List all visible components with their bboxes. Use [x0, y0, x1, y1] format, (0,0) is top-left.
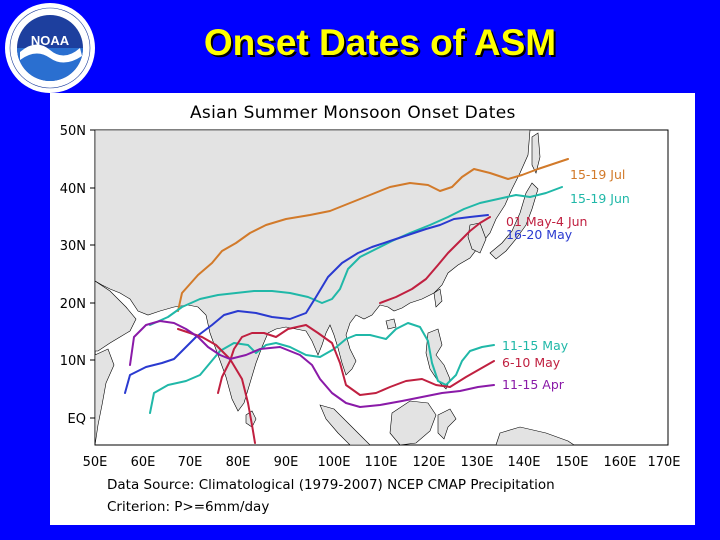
isochrone-label: 6-10 May — [502, 355, 561, 370]
lon-label: 130E — [460, 455, 493, 470]
isochrone-line — [379, 216, 491, 304]
map-panel: Asian Summer Monsoon Onset Dates — [50, 93, 695, 525]
isochrone-line — [149, 186, 563, 326]
logo-text: NOAA — [31, 33, 70, 48]
land-borneo — [389, 400, 437, 446]
axis-ticks — [90, 129, 95, 419]
lon-label: 90E — [274, 455, 299, 470]
land-sumatra — [319, 404, 371, 446]
isochrone-line — [177, 158, 569, 312]
lon-label: 160E — [603, 455, 636, 470]
isochrone-label: 01 May-4 Jun — [506, 214, 587, 229]
land-japan — [489, 182, 539, 260]
land-asia — [94, 129, 531, 412]
lat-label: 20N — [60, 297, 86, 312]
lat-label: 50N — [60, 124, 86, 139]
land-hainan — [385, 318, 397, 330]
lon-label: 100E — [317, 455, 350, 470]
land-sulawesi — [437, 408, 457, 440]
lat-label: 30N — [60, 239, 86, 254]
land-sakhalin — [531, 132, 541, 174]
criterion-note: Criterion: P>=6mm/day — [107, 499, 270, 515]
land-arabia — [94, 280, 137, 352]
lon-label: 60E — [131, 455, 156, 470]
lon-label: 170E — [647, 455, 680, 470]
data-source-note: Data Source: Climatological (1979-2007) … — [107, 477, 555, 493]
isochrone-line — [149, 322, 495, 414]
lon-label: 150E — [555, 455, 588, 470]
slide-title: Onset Dates of ASM — [203, 22, 557, 63]
lat-label: 10N — [60, 354, 86, 369]
isochrone-label: 11-15 Apr — [502, 377, 565, 392]
land-africa — [94, 348, 115, 446]
lat-label: EQ — [68, 412, 86, 427]
land-masses — [94, 129, 575, 446]
lon-label: 110E — [364, 455, 397, 470]
lon-label: 120E — [412, 455, 445, 470]
map-title: Asian Summer Monsoon Onset Dates — [190, 103, 516, 123]
isochrone-label: 15-19 Jun — [570, 191, 630, 206]
land-taiwan — [433, 288, 443, 308]
isochrone-line — [129, 320, 495, 408]
isochrone-line — [124, 214, 489, 394]
lon-label: 50E — [83, 455, 108, 470]
isochrone-line — [217, 324, 495, 396]
lon-label: 70E — [178, 455, 203, 470]
lat-label: 40N — [60, 182, 86, 197]
lon-label: 80E — [226, 455, 251, 470]
land-philippines — [425, 328, 451, 390]
noaa-logo: NOAA — [5, 3, 95, 93]
isochrone-label: 15-19 Jul — [570, 167, 625, 182]
land-newguinea — [495, 426, 575, 446]
monsoon-map: 50N 40N 30N 20N 10N EQ 50E 60E 70E 80E 9… — [60, 124, 681, 470]
lon-label: 140E — [507, 455, 540, 470]
isochrone-label: 11-15 May — [502, 338, 569, 353]
isochrone-label: 16-20 May — [506, 227, 573, 242]
